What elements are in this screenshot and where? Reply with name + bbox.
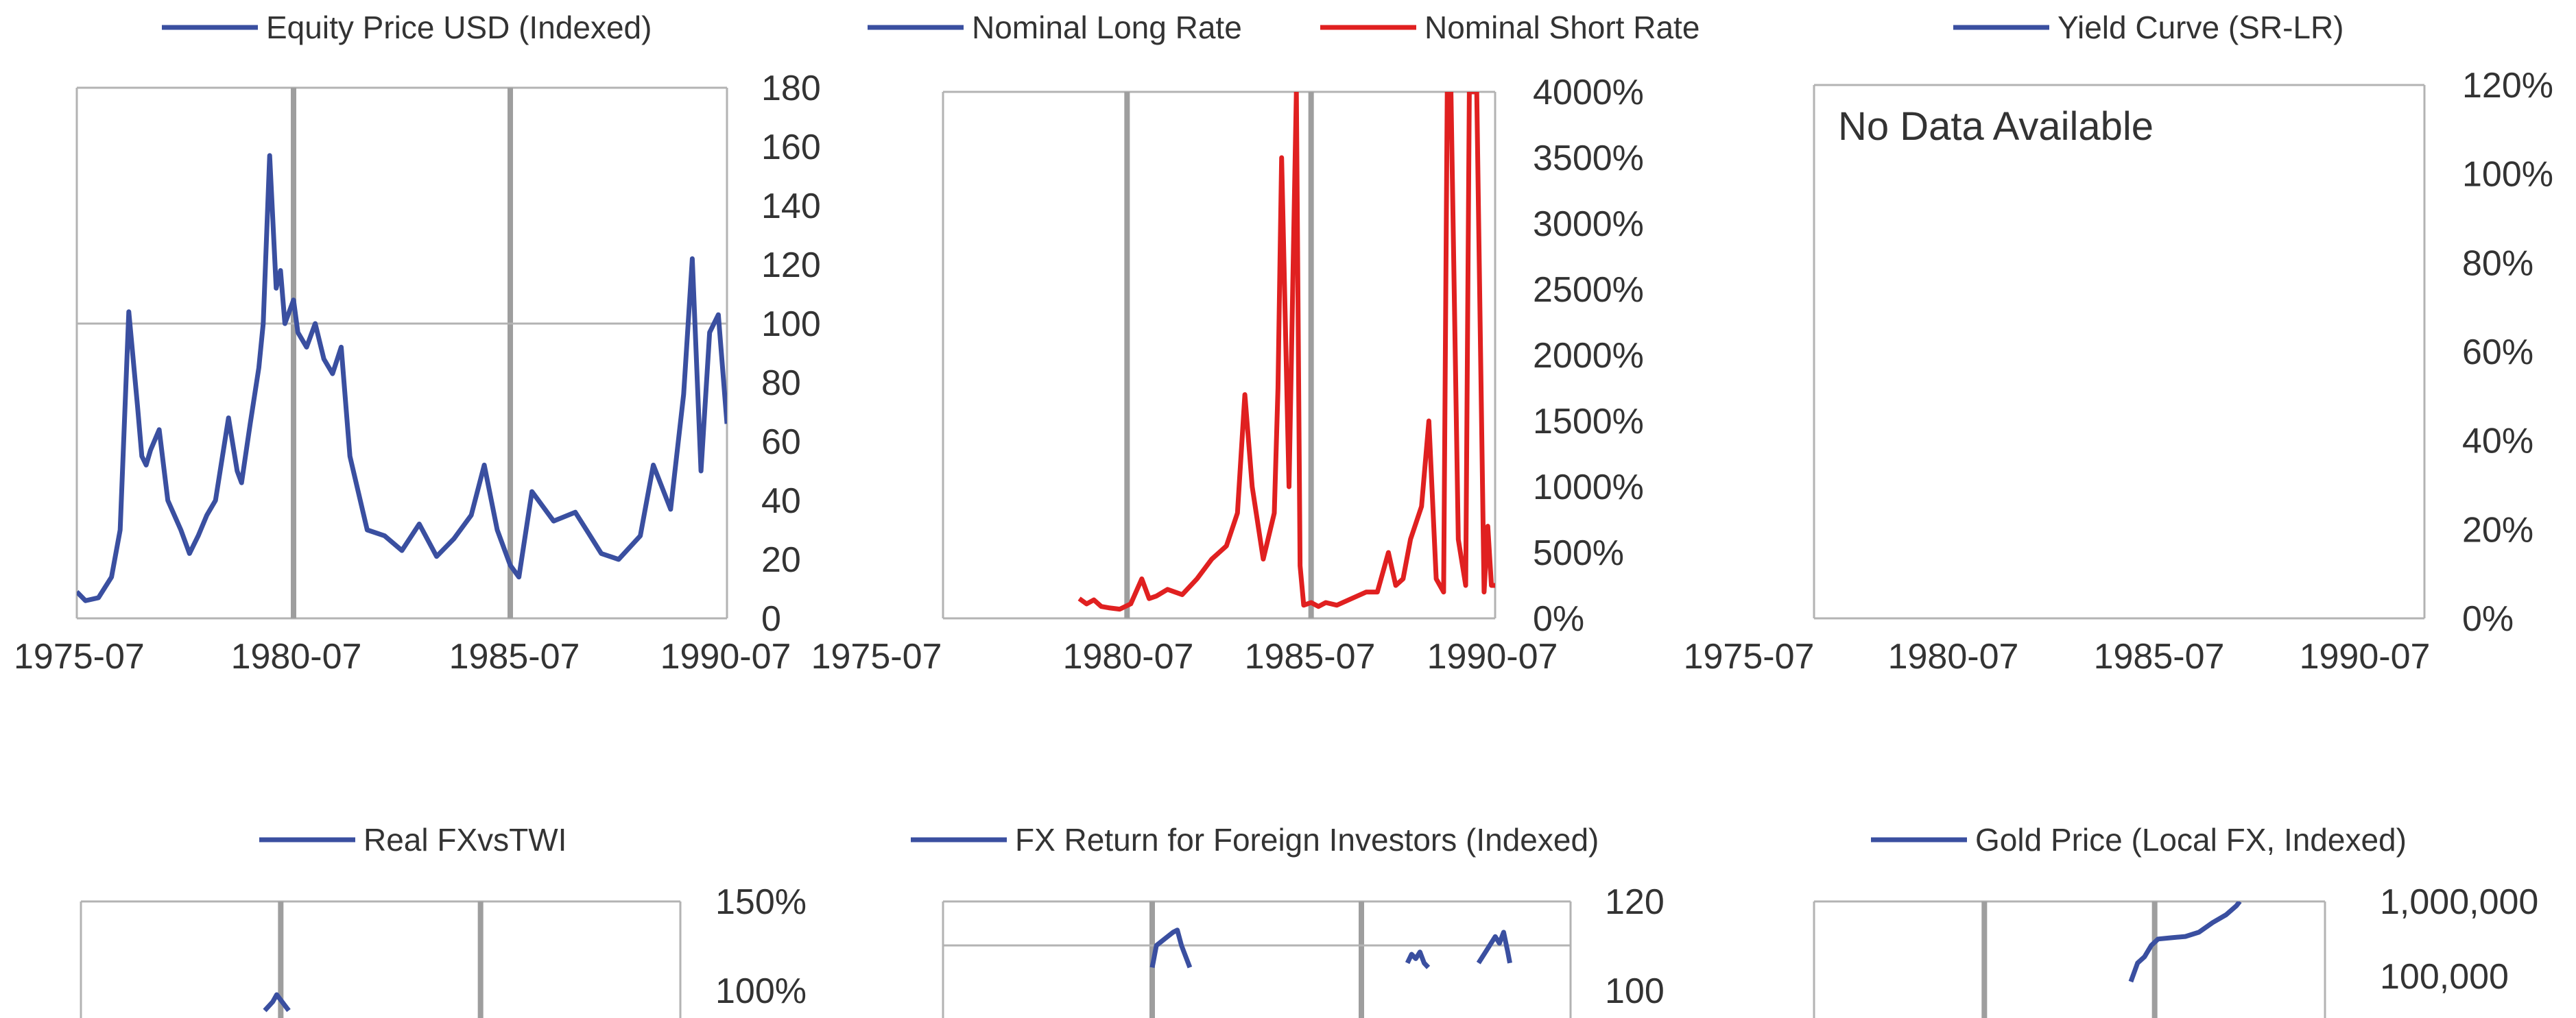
- chart-panel-1: 1975-07 1980-07 1985-07 1990-070 20 40 60 80 100…: [14, 10, 821, 677]
- x-tick-label: 1985-07: [449, 637, 580, 677]
- x-tick-label: 1980-07: [1888, 637, 2019, 677]
- chart-panel-5: 120 100 FX Return for Foreign Investors (I…: [911, 822, 1665, 1018]
- chart-panel-4: 150% 100% Real FXvsTWI: [80, 822, 807, 1018]
- x-tick-label: 1990-07: [660, 637, 791, 677]
- y-tick-label: 80: [761, 363, 801, 403]
- y-tick-label: 4000%: [1533, 73, 1644, 112]
- series-line: [1405, 949, 1431, 969]
- series-line: [1077, 92, 1495, 612]
- y-tick-label: 100: [761, 304, 821, 344]
- chart-panel-6: 1,000,000 100,000 Gold Price (Local FX, In…: [1813, 822, 2538, 1018]
- y-tick-label: 3500%: [1533, 138, 1644, 178]
- series-line: [1476, 930, 1512, 965]
- y-tick-label: 180: [761, 69, 821, 108]
- series-line: [263, 992, 291, 1013]
- legend-label: FX Return for Foreign Investors (Indexed…: [1015, 822, 1599, 858]
- legend-label: Gold Price (Local FX, Indexed): [1975, 822, 2407, 858]
- legend-label: Real FXvsTWI: [363, 822, 567, 858]
- y-tick-label: 160: [761, 128, 821, 167]
- series-line: [1149, 928, 1193, 969]
- x-tick-label: 1985-07: [2094, 637, 2225, 677]
- y-tick-label: 40: [761, 481, 801, 521]
- y-tick-label: 2500%: [1533, 270, 1644, 310]
- y-tick-label: 0: [761, 599, 781, 639]
- y-tick-label: 150%: [715, 882, 807, 922]
- y-tick-label: 20%: [2462, 510, 2533, 550]
- legend-label: Nominal Long Rate: [972, 10, 1242, 45]
- x-tick-label: 1975-07: [811, 637, 942, 677]
- y-tick-label: 60%: [2462, 332, 2533, 372]
- x-tick-label: 1975-07: [1684, 637, 1815, 677]
- y-tick-label: 120%: [2462, 66, 2553, 106]
- y-tick-label: 20: [761, 540, 801, 580]
- y-tick-label: 500%: [1533, 533, 1624, 573]
- chart-panel-3: 1975-07 1980-07 1985-07 1990-07 0% 20% 40% 60% 8…: [1684, 10, 2553, 677]
- y-tick-label: 2000%: [1533, 336, 1644, 376]
- legend-label: Yield Curve (SR-LR): [2058, 10, 2344, 45]
- legend-label: Nominal Short Rate: [1424, 10, 1700, 45]
- no-data-annotation: No Data Available: [1838, 104, 2154, 149]
- y-tick-label: 100,000: [2380, 957, 2509, 997]
- y-tick-label: 100%: [2462, 155, 2553, 195]
- y-tick-label: 100: [1605, 971, 1665, 1011]
- y-tick-label: 120: [761, 245, 821, 285]
- y-tick-label: 100%: [715, 971, 807, 1011]
- legend-label: Equity Price USD (Indexed): [266, 10, 652, 45]
- x-tick-label: 1990-07: [1427, 637, 1558, 677]
- y-tick-label: 120: [1605, 882, 1665, 922]
- y-tick-label: 60: [761, 422, 801, 462]
- y-tick-label: 0%: [2462, 599, 2514, 639]
- x-tick-label: 1990-07: [2300, 637, 2431, 677]
- y-tick-label: 1000%: [1533, 468, 1644, 507]
- y-tick-label: 1500%: [1533, 402, 1644, 441]
- y-tick-label: 40%: [2462, 422, 2533, 461]
- series-line: [77, 153, 727, 603]
- x-tick-label: 1980-07: [231, 637, 362, 677]
- y-tick-label: 80%: [2462, 243, 2533, 283]
- y-tick-label: 0%: [1533, 599, 1584, 639]
- series-line: [2128, 901, 2242, 983]
- x-tick-label: 1980-07: [1063, 637, 1194, 677]
- x-tick-label: 1975-07: [14, 637, 145, 677]
- x-tick-label: 1985-07: [1245, 637, 1376, 677]
- chart-panel-2: 1975-07 1980-07 1985-07 1990-070% 500% 1000% 1…: [811, 10, 1700, 677]
- y-tick-label: 1,000,000: [2380, 882, 2538, 922]
- y-tick-label: 3000%: [1533, 204, 1644, 244]
- y-tick-label: 140: [761, 186, 821, 226]
